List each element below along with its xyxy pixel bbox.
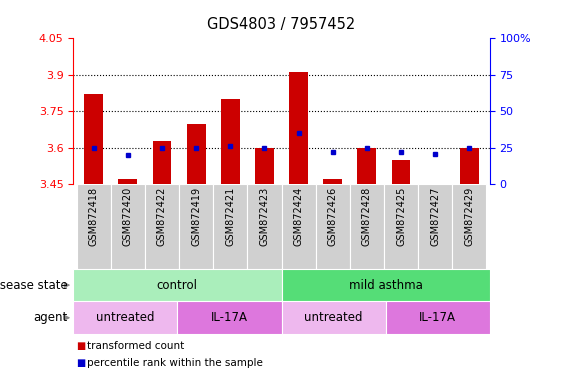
Bar (460, 148, 479, 184)
Bar (73, 301, 177, 334)
Bar (323, 179, 342, 184)
Text: GSM872419: GSM872419 (191, 187, 201, 246)
Text: GSM872429: GSM872429 (464, 187, 474, 246)
Bar (282, 301, 386, 334)
Bar (350, 184, 384, 269)
Text: GSM872423: GSM872423 (260, 187, 270, 246)
Bar (187, 124, 205, 184)
Bar (282, 269, 490, 301)
Text: percentile rank within the sample: percentile rank within the sample (87, 358, 263, 368)
Text: transformed count: transformed count (87, 341, 185, 351)
Bar (418, 184, 452, 269)
Bar (145, 184, 179, 269)
Text: GSM872424: GSM872424 (293, 187, 303, 246)
Bar (111, 184, 145, 269)
Text: IL-17A: IL-17A (211, 311, 248, 324)
Bar (255, 148, 274, 184)
Bar (213, 184, 247, 269)
Text: GSM872420: GSM872420 (123, 187, 133, 246)
Text: GSM872426: GSM872426 (328, 187, 338, 246)
Bar (282, 184, 316, 269)
Text: disease state: disease state (0, 279, 68, 291)
Bar (316, 184, 350, 269)
Text: untreated: untreated (96, 311, 154, 324)
Text: GSM872422: GSM872422 (157, 187, 167, 246)
Bar (84, 94, 103, 184)
Text: GSM872425: GSM872425 (396, 187, 406, 246)
Text: control: control (157, 279, 198, 291)
Bar (384, 184, 418, 269)
Text: agent: agent (33, 311, 68, 324)
Bar (392, 160, 410, 184)
Text: ■: ■ (76, 358, 85, 368)
Bar (73, 269, 282, 301)
Bar (153, 141, 171, 184)
Bar (358, 148, 376, 184)
Text: GSM872427: GSM872427 (430, 187, 440, 246)
Bar (289, 73, 308, 184)
Text: mild asthma: mild asthma (348, 279, 423, 291)
Text: GDS4803 / 7957452: GDS4803 / 7957452 (207, 17, 356, 32)
Text: untreated: untreated (305, 311, 363, 324)
Text: IL-17A: IL-17A (419, 311, 456, 324)
Text: GSM872428: GSM872428 (362, 187, 372, 246)
Bar (77, 184, 111, 269)
Bar (247, 184, 282, 269)
Text: GSM872421: GSM872421 (225, 187, 235, 246)
Bar (386, 301, 490, 334)
Bar (177, 301, 282, 334)
Bar (179, 184, 213, 269)
Bar (452, 184, 486, 269)
Bar (118, 179, 137, 184)
Text: ■: ■ (76, 341, 85, 351)
Text: GSM872418: GSM872418 (89, 187, 99, 246)
Bar (221, 99, 240, 184)
